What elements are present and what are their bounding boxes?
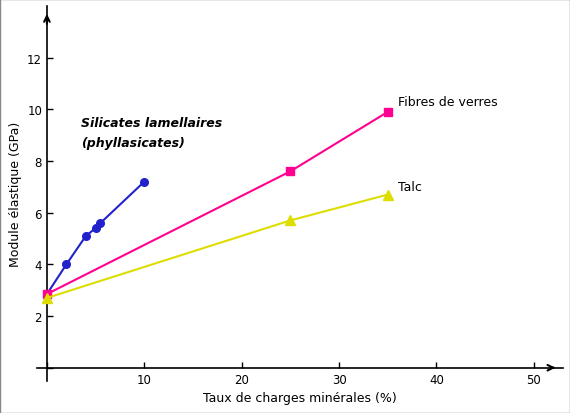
Text: Talc: Talc (397, 181, 421, 194)
Text: (phyllasicates): (phyllasicates) (81, 137, 185, 150)
Y-axis label: Module élastique (GPa): Module élastique (GPa) (9, 121, 22, 266)
X-axis label: Taux de charges minérales (%): Taux de charges minérales (%) (203, 391, 397, 404)
Text: Silicates lamellaires: Silicates lamellaires (81, 116, 222, 129)
Text: Fibres de verres: Fibres de verres (397, 96, 497, 109)
